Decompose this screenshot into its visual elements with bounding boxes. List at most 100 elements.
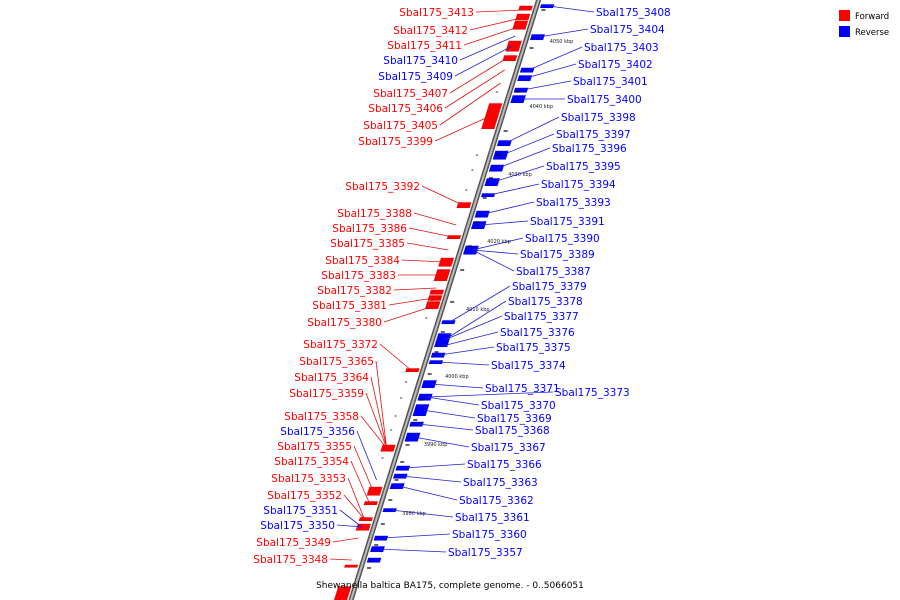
gene-label-left: Sbal175_3407 (373, 88, 448, 100)
gene-label-left: Sbal175_3388 (337, 208, 412, 220)
gene-label-right: Sbal175_3397 (556, 129, 631, 141)
gene-feature (366, 557, 382, 563)
label-leader-line (497, 147, 551, 169)
gene-label-right: Sbal175_3371 (485, 383, 560, 395)
gene-label-right: Sbal175_3400 (567, 94, 642, 106)
legend-forward-label: Forward (855, 12, 889, 22)
gene-feature (427, 294, 443, 302)
gene-features (333, 3, 555, 600)
label-leader-line (426, 391, 554, 398)
label-leader-line (383, 306, 431, 323)
gene-feature (516, 74, 533, 82)
label-leader-line (459, 35, 516, 61)
label-leader-line (489, 183, 540, 196)
gene-label-left: Sbal175_3355 (277, 441, 352, 453)
axis-line (350, 0, 540, 600)
label-leader-line (434, 115, 491, 142)
gene-label-right: Sbal175_3362 (459, 495, 534, 507)
gene-feature (488, 164, 505, 172)
label-leader-line (538, 28, 589, 38)
label-leader-line (391, 509, 454, 518)
gene-feature (404, 367, 420, 373)
gene-label-right: Sbal175_3401 (573, 76, 648, 88)
gene-feature (505, 40, 523, 52)
label-leader-line (339, 509, 363, 528)
label-leader-line (463, 26, 519, 46)
gene-label-left: Sbal175_3384 (325, 255, 400, 267)
gene-feature (366, 486, 383, 496)
gene-label-left: Sbal175_3406 (368, 103, 443, 115)
gene-label-right: Sbal175_3379 (512, 281, 587, 293)
legend: Forward Reverse (839, 10, 889, 38)
gene-feature (358, 516, 374, 522)
gene-label-left: Sbal175_3409 (378, 71, 453, 83)
label-leader-line (472, 249, 519, 255)
label-leader-line (393, 287, 437, 291)
gene-label-right: Sbal175_3367 (471, 442, 546, 454)
gene-label-right: Sbal175_3398 (561, 112, 636, 124)
gene-feature (363, 500, 379, 506)
label-leader-line (353, 445, 374, 492)
gene-label-right: Sbal175_3375 (496, 342, 571, 354)
gene-feature (433, 332, 452, 348)
label-leader-line (413, 212, 457, 226)
label-leader-line (398, 485, 458, 501)
kbp-tick-label: 4040 kbp (529, 104, 553, 110)
gene-label-right: Sbal175_3393 (536, 197, 611, 209)
gene-label-left: Sbal175_3352 (267, 490, 342, 502)
gene-label-left: Sbal175_3358 (284, 411, 359, 423)
label-leader-line (444, 300, 507, 341)
gene-label-right: Sbal175_3402 (578, 59, 653, 71)
gene-feature (514, 13, 531, 21)
gene-label-left: Sbal175_3413 (399, 7, 474, 19)
kbp-tick-label: 4020 kbp (487, 239, 511, 245)
label-leader-line (426, 396, 480, 406)
label-leader-line (350, 460, 370, 504)
kbp-tick-label: 3990 kbp (424, 442, 448, 448)
gene-feature (474, 210, 491, 218)
gene-feature (539, 3, 555, 9)
label-leader-line (406, 242, 449, 251)
gene-feature (429, 289, 445, 295)
gene-feature (440, 319, 456, 325)
label-leader-line (336, 524, 362, 528)
gene-feature (480, 192, 496, 198)
label-leader-line (379, 343, 412, 371)
gene-label-left: Sbal175_3382 (317, 285, 392, 297)
legend-reverse-label: Reverse (855, 28, 889, 38)
gene-label-right: Sbal175_3361 (455, 512, 530, 524)
genome-axis (348, 0, 542, 600)
label-leader-line (469, 17, 522, 31)
gene-label-left: Sbal175_3392 (345, 181, 420, 193)
gene-label-right: Sbal175_3378 (508, 296, 583, 308)
gene-label-right: Sbal175_3366 (467, 459, 542, 471)
label-leader-line (360, 415, 387, 449)
gene-label-right: Sbal175_3368 (475, 425, 550, 437)
gene-label-left: Sbal175_3380 (307, 317, 382, 329)
label-leader-line (501, 133, 555, 156)
gene-label-right: Sbal175_3376 (500, 327, 575, 339)
label-leader-line (418, 423, 474, 431)
gene-label-right: Sbal175_3374 (491, 360, 566, 372)
gene-feature (404, 432, 421, 442)
label-leader-line (454, 45, 513, 77)
gene-label-left: Sbal175_3372 (303, 339, 378, 351)
label-leader-line (449, 285, 511, 323)
label-leader-line (444, 315, 503, 341)
label-leader-line (401, 475, 462, 483)
label-leader-line (356, 430, 377, 481)
gene-label-right: Sbal175_3377 (504, 311, 579, 323)
gene-label-left: Sbal175_3410 (383, 55, 458, 67)
gene-label-left: Sbal175_3412 (393, 25, 468, 37)
gene-label-left: Sbal175_3381 (312, 300, 387, 312)
gene-feature (492, 150, 509, 160)
gene-feature (484, 177, 501, 187)
gene-label-right: Sbal175_3395 (546, 161, 621, 173)
gene-label-right: Sbal175_3369 (477, 413, 552, 425)
label-leader-line (442, 331, 499, 347)
gene-label-left: Sbal175_3348 (253, 554, 328, 566)
gene-label-right: Sbal175_3408 (596, 7, 671, 19)
kbp-tick-label: 4030 kbp (508, 172, 532, 178)
label-leader-line (483, 201, 535, 215)
